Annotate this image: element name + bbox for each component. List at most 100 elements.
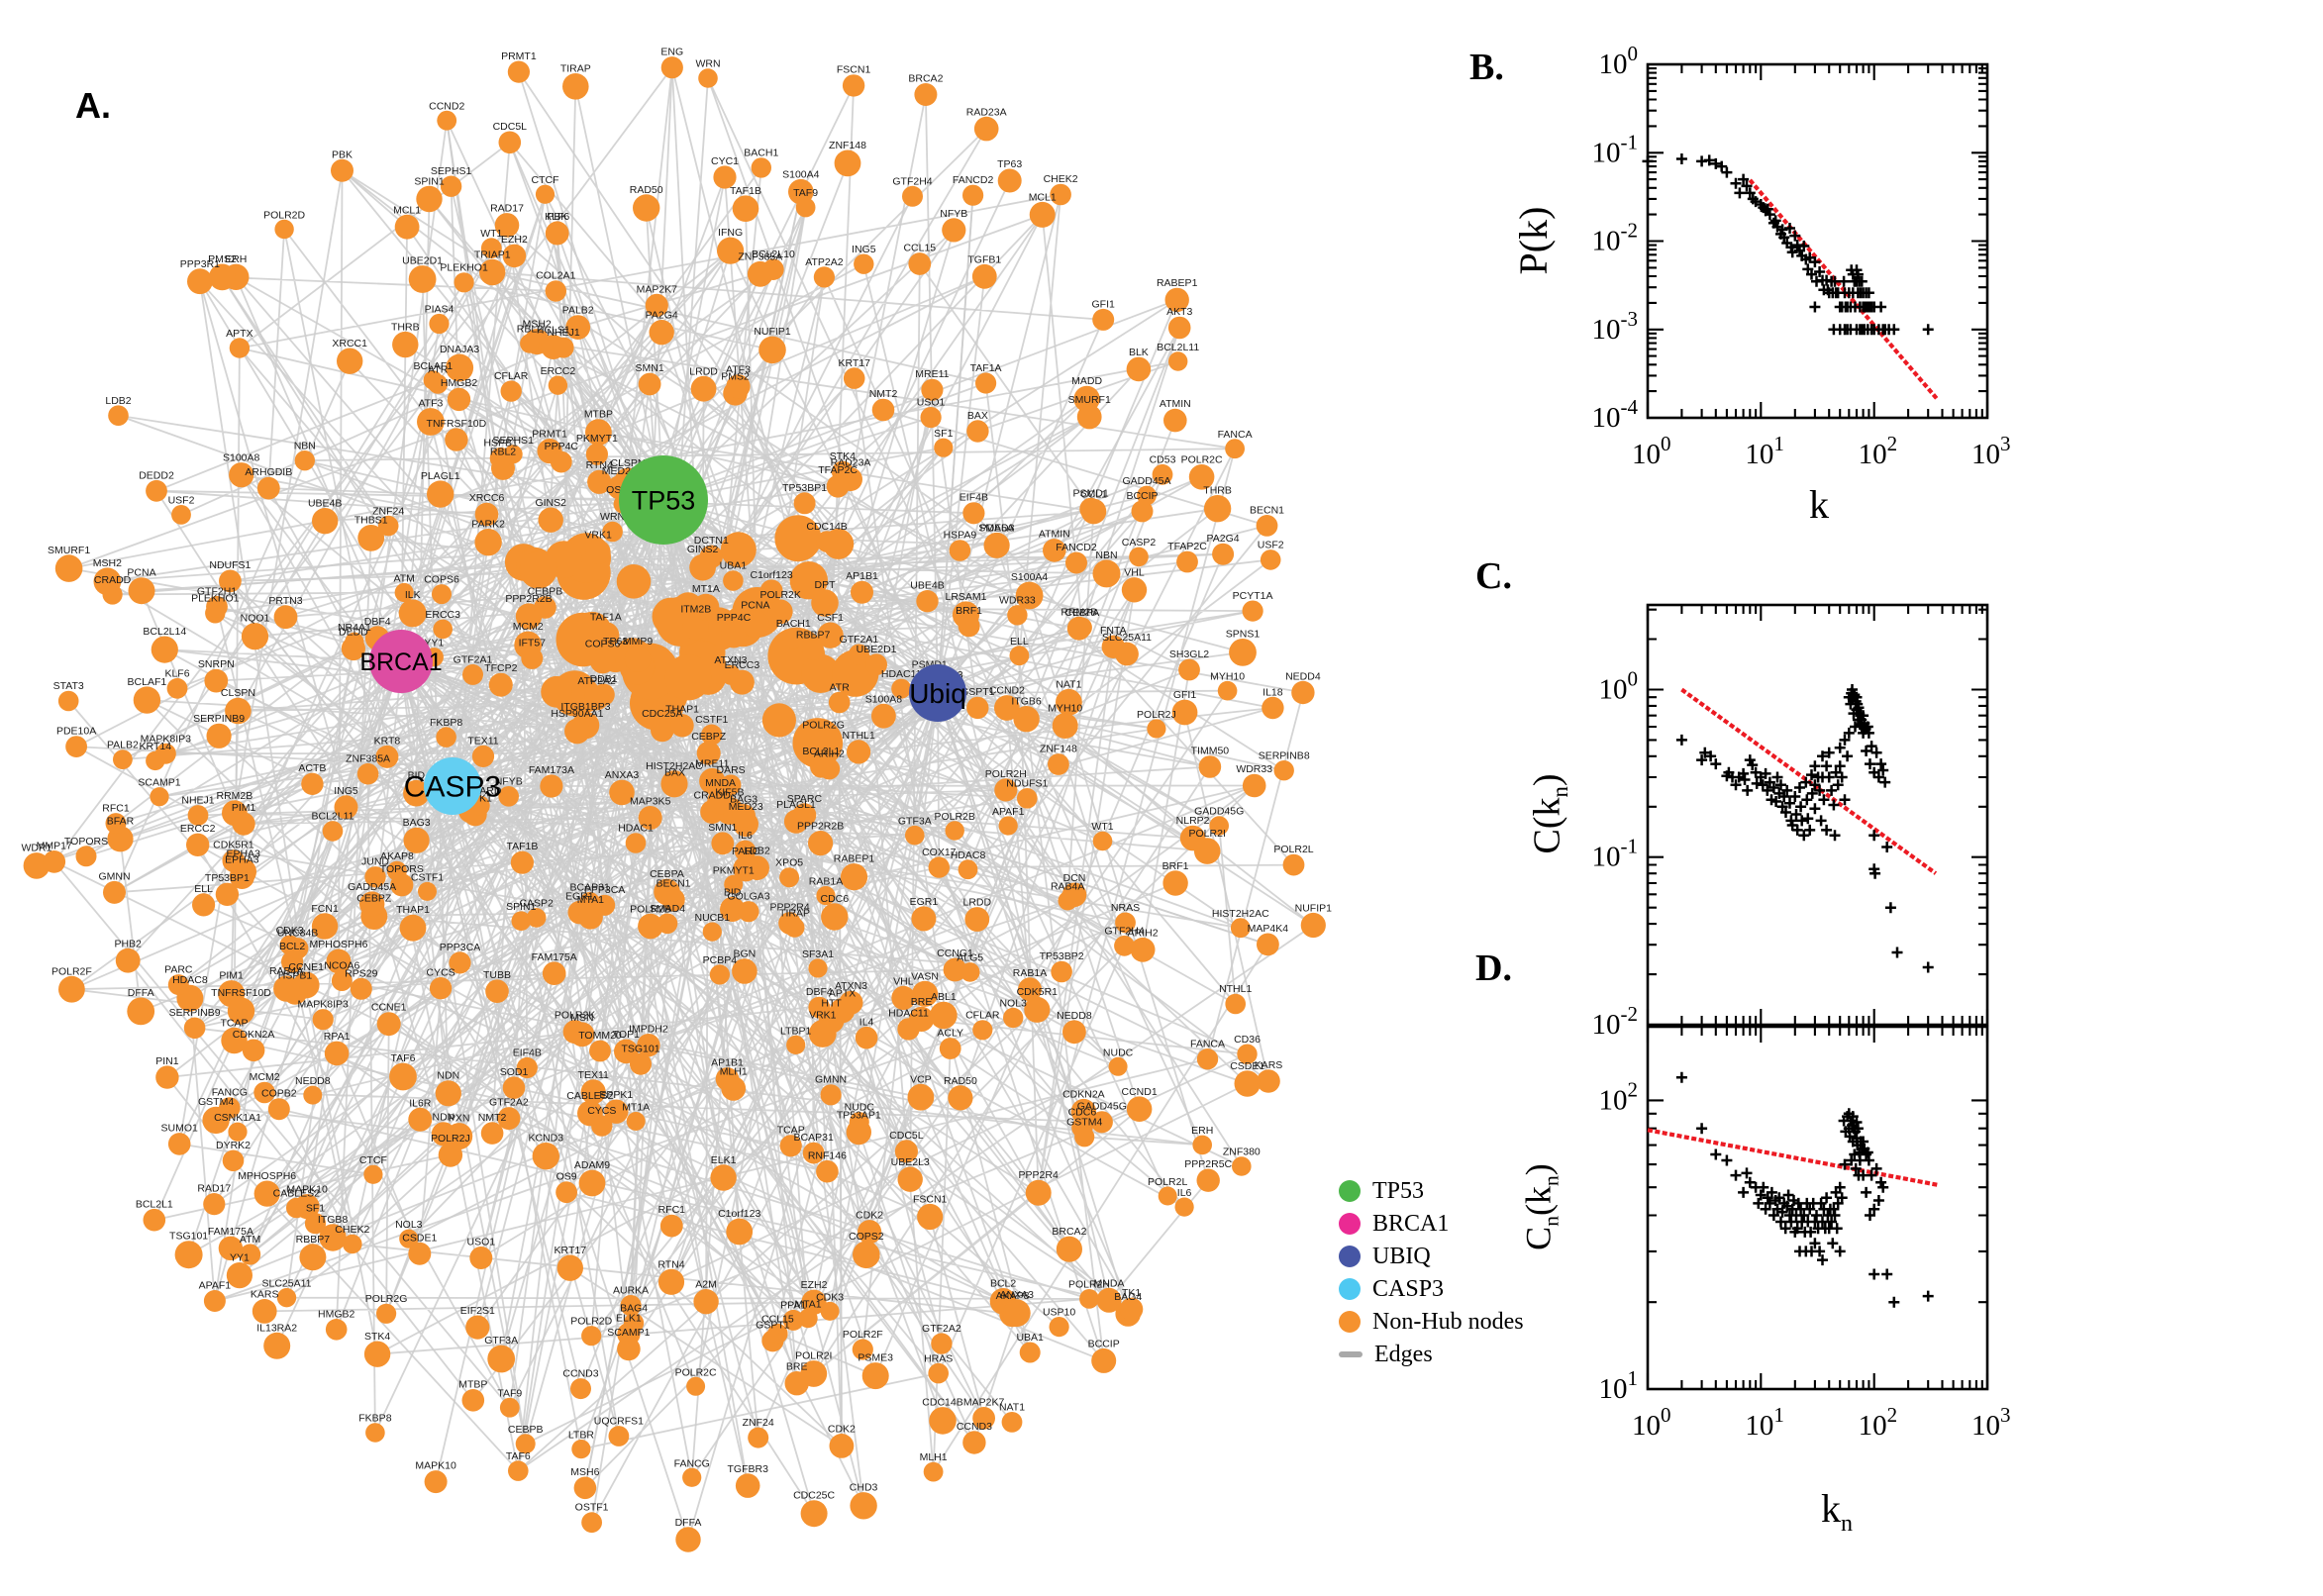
network-node (973, 116, 999, 142)
network-node (174, 1241, 203, 1269)
node-label: CEBPA (650, 868, 684, 880)
node-label: BCCIP (1088, 1338, 1120, 1349)
node-label: PIN1 (155, 1055, 179, 1067)
tick-label: 100 (1632, 432, 1671, 470)
node-label: NUFIP1 (1295, 902, 1333, 914)
network-node (1018, 977, 1042, 1002)
node-label: ADAM9 (574, 1159, 610, 1171)
tick-label: 10-1 (1592, 130, 1639, 168)
node-label: NBN (1095, 549, 1117, 561)
network-node (127, 997, 155, 1026)
node-label: SPARC (787, 793, 823, 805)
network-node (1009, 646, 1030, 666)
node-label: TP63 (997, 158, 1022, 170)
node-label: ATM (394, 572, 415, 584)
network-node (865, 653, 887, 676)
network-node (219, 569, 242, 593)
node-label: ARHGDIB (245, 466, 292, 478)
node-label: RTN4 (657, 1258, 684, 1270)
network-node (998, 816, 1018, 836)
tick-label: 103 (1971, 1403, 2011, 1442)
network-node (738, 901, 759, 923)
network-node (203, 1290, 226, 1312)
node-label: TNFRSF10D (211, 987, 271, 999)
node-label: FANCD2 (953, 174, 994, 186)
node-label: NEDD4 (1285, 670, 1321, 682)
node-label: A2M (695, 1279, 717, 1291)
network-node (498, 131, 522, 154)
node-label: RABEP1 (1157, 277, 1198, 289)
node-label: GTF2A2 (489, 1097, 529, 1109)
network-node (795, 197, 816, 218)
network-node (724, 874, 744, 894)
network-node (1092, 831, 1113, 851)
network-node (660, 770, 688, 798)
network-node (723, 570, 744, 591)
node-label: CTCF (359, 1154, 387, 1166)
node-label: GSTM4 (198, 1096, 234, 1108)
network-node (57, 690, 79, 712)
node-label: MED23 (729, 801, 763, 813)
node-label: MLH1 (920, 1451, 948, 1463)
plot-b-xlabel: k (1809, 482, 1829, 527)
network-node (1079, 1289, 1099, 1309)
network-node (891, 678, 912, 699)
axis-ticks (1646, 605, 1989, 1027)
network-node (461, 1389, 485, 1412)
network-node (1209, 816, 1229, 836)
network-node (263, 1332, 291, 1359)
node-label: CCNE1 (371, 1002, 407, 1014)
node-label: MSH2 (93, 557, 122, 569)
node-label: BAG3 (403, 817, 431, 829)
node-label: ATF3 (418, 398, 443, 410)
network-node (242, 1039, 265, 1062)
node-label: PPP2R4 (1019, 1169, 1059, 1181)
network-node (759, 579, 783, 603)
node-label: CASP2 (1122, 537, 1157, 549)
node-label: HIST2H2AC (646, 760, 703, 772)
node-label: S100A8 (223, 452, 260, 464)
node-label: BRCA2 (908, 73, 943, 85)
node-label: BCL2 (279, 941, 305, 952)
node-label: GTF2A1 (840, 634, 879, 646)
node-label: PPP2R2B (505, 593, 552, 605)
network-node (548, 375, 568, 395)
node-label: POLR2J (1137, 709, 1176, 721)
node-label: PARC (732, 846, 760, 857)
node-label: BGN (734, 948, 757, 960)
network-node (545, 280, 566, 302)
node-label: ACTB (298, 762, 326, 774)
network-node (65, 736, 87, 757)
node-label: ZNF148 (1040, 744, 1077, 755)
tick-label: 101 (1599, 1366, 1639, 1405)
plot-d-xlabel: kn (1821, 1486, 1853, 1537)
network-node (433, 619, 454, 640)
network-node (692, 593, 720, 621)
plot-c-ylabel: C(kn) (1526, 773, 1573, 854)
node-label: STAT3 (53, 680, 84, 692)
network-node (1048, 753, 1069, 775)
node-label: CDK3 (276, 925, 304, 937)
node-label: APAF1 (992, 806, 1025, 818)
network-node (1002, 1299, 1031, 1328)
node-label: PPP2R2B (797, 820, 844, 832)
node-label: PSME3 (858, 1352, 893, 1364)
node-label: JUND (361, 856, 389, 868)
node-label: NTHL1 (842, 730, 874, 742)
network-node (651, 718, 674, 743)
node-label: NDUFS1 (209, 559, 251, 571)
network-nodes (23, 56, 1326, 1552)
node-label: VHL (893, 975, 914, 987)
node-label: BCL2L10 (752, 249, 795, 260)
node-label: ATR (428, 364, 449, 376)
network-node (1070, 1098, 1097, 1125)
node-label: APAF1 (199, 1280, 232, 1292)
network-node (424, 1470, 448, 1494)
node-label: GFI1 (1092, 298, 1115, 310)
node-label: CTCF (532, 174, 559, 186)
network-node (732, 958, 758, 984)
network-node (917, 1203, 944, 1231)
node-label: GFI1 (1173, 689, 1196, 701)
node-label: KLF6 (545, 211, 569, 223)
network-node (54, 554, 83, 582)
